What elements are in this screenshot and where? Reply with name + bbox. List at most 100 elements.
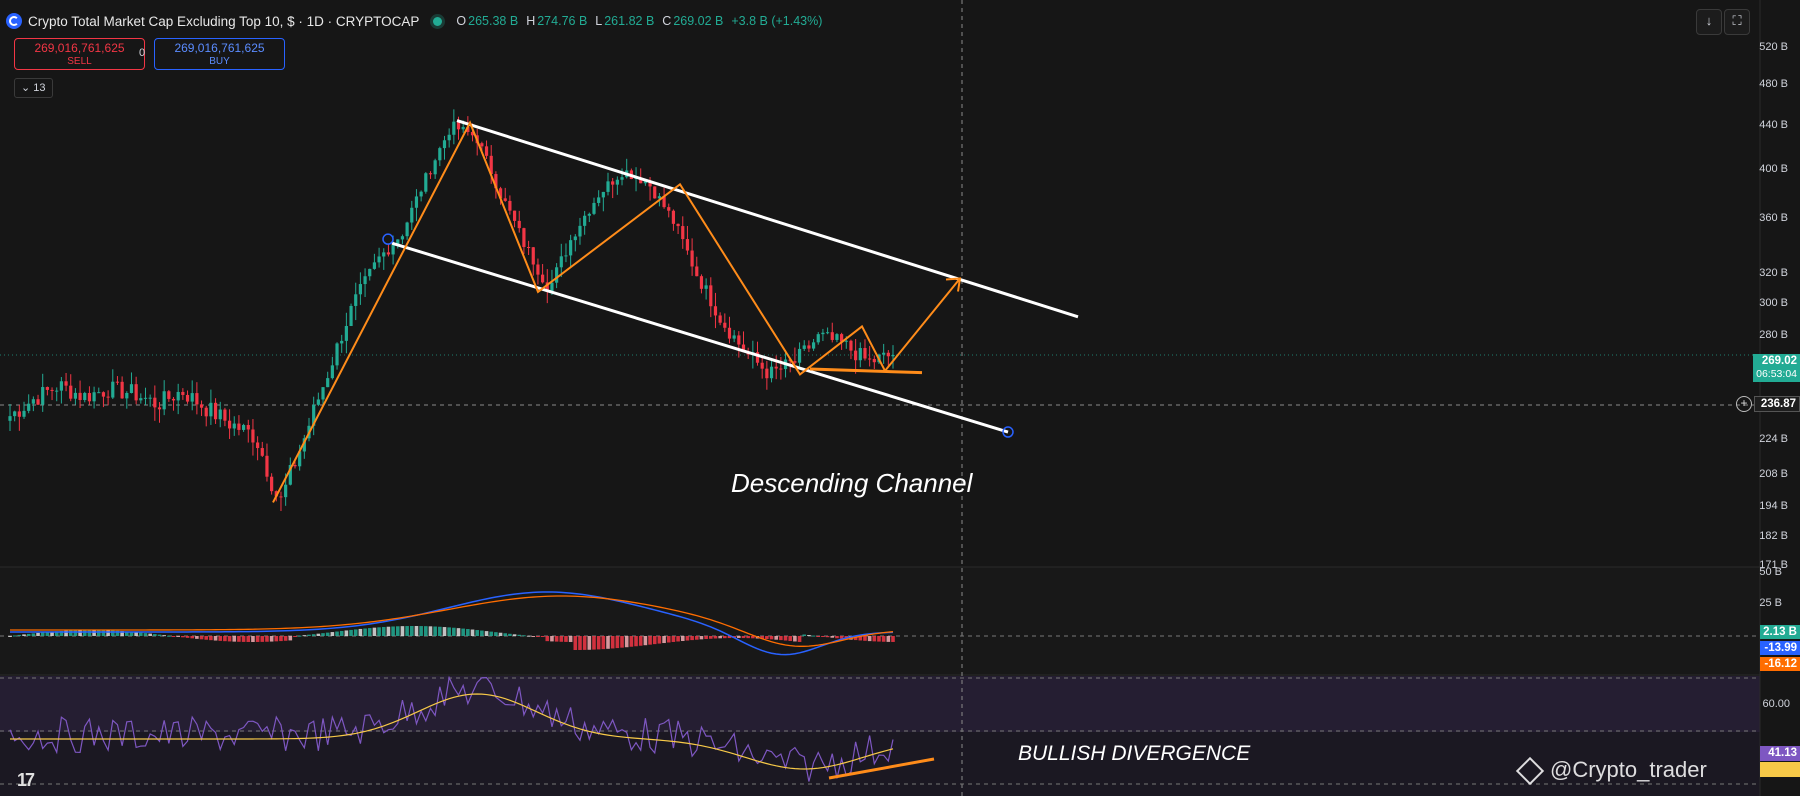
add-alert-plus-icon[interactable]: + — [1736, 396, 1752, 412]
candle-body — [274, 491, 278, 497]
macd-histogram-bar — [685, 636, 690, 641]
macd-histogram-bar — [610, 636, 615, 649]
macd-histogram-bar — [391, 626, 395, 636]
macd-histogram-bar — [148, 633, 152, 636]
macd-histogram-bar — [830, 636, 835, 638]
macd-histogram-bar — [237, 636, 241, 642]
ohlc-low: L 261.82 B — [595, 14, 655, 28]
symbol-title[interactable]: Crypto Total Market Cap Excluding Top 10… — [28, 13, 420, 29]
candle-body — [241, 425, 246, 430]
candle-body — [382, 252, 386, 257]
candle-body — [681, 226, 685, 240]
candle-body — [17, 411, 21, 417]
macd-histogram-bar — [162, 635, 166, 637]
macd-histogram-bar — [872, 636, 877, 642]
macd-histogram-bar — [503, 633, 508, 636]
macd-axis-label-50: 50 B — [1759, 566, 1782, 578]
macd-histogram-bar — [615, 636, 620, 649]
price-axis-label: 171 B — [1759, 559, 1788, 571]
candle-body — [559, 256, 563, 268]
rsi-ma-line — [10, 693, 894, 770]
macd-histogram-bar — [863, 636, 867, 641]
candle-body — [573, 236, 577, 241]
macd-histogram-bar — [877, 636, 881, 642]
macd-histogram-bar — [386, 626, 391, 636]
candle-body — [620, 177, 624, 180]
fullscreen-button[interactable]: ⛶ — [1724, 9, 1750, 35]
candle-body — [442, 140, 447, 149]
candle-body — [55, 390, 59, 392]
macd-histogram-bar — [409, 626, 414, 636]
macd-histogram-bar — [545, 636, 550, 642]
macd-histogram-bar — [279, 636, 283, 642]
last-price-value: 269.02 — [1761, 354, 1797, 367]
candle-body — [498, 188, 503, 199]
price-axis-label: 520 B — [1759, 41, 1788, 53]
candle-body — [657, 196, 662, 199]
macd-histogram-bar — [662, 636, 666, 644]
candle-body — [134, 384, 138, 401]
price-axis-label: 182 B — [1759, 529, 1788, 542]
candle-body — [50, 389, 54, 391]
macd-histogram-bar — [232, 636, 237, 642]
candle-body — [410, 207, 414, 223]
binance-logo-icon — [1515, 757, 1545, 786]
macd-histogram-bar — [358, 628, 363, 636]
macd-histogram-bar — [788, 636, 793, 641]
macd-histogram-bar — [120, 631, 124, 636]
tradingview-logo-icon[interactable]: 17 — [17, 770, 35, 790]
candle-body — [484, 146, 489, 156]
macd-histogram-bar — [339, 630, 344, 636]
download-button[interactable]: ↓ — [1696, 9, 1722, 35]
candle-body — [251, 429, 255, 443]
macd-histogram-bar — [470, 629, 475, 636]
candle-body — [232, 423, 236, 429]
macd-histogram-bar — [666, 636, 671, 643]
candle-body — [713, 306, 718, 316]
sell-button[interactable]: 269,016,761,625 SELL — [14, 38, 145, 70]
candle-body — [653, 186, 657, 199]
candle-body — [237, 423, 241, 430]
macd-histogram-bar — [774, 636, 779, 640]
macd-histogram-bar — [573, 636, 578, 650]
candle-body — [461, 126, 465, 130]
price-axis-label: 360 B — [1759, 212, 1788, 225]
macd-histogram-bar — [367, 628, 372, 636]
macd-histogram-bar — [680, 636, 685, 641]
candle-body — [526, 246, 531, 248]
candle-body — [583, 215, 587, 226]
macd-histogram-bar — [671, 636, 676, 642]
candle-body — [31, 399, 35, 404]
macd-histogram-bar — [634, 636, 638, 647]
macd-histogram-bar — [779, 636, 783, 641]
macd-histogram-bar — [185, 636, 190, 638]
candle-body — [129, 384, 134, 394]
macd-histogram-bar — [269, 636, 274, 642]
macd-histogram-bar — [587, 636, 592, 650]
rsi-band — [0, 676, 1760, 732]
macd-histogram-bar — [452, 627, 456, 636]
indicators-collapse-button[interactable]: ⌄ 13 — [14, 78, 53, 98]
candle-body — [185, 394, 190, 402]
candle-body — [769, 366, 774, 379]
candle-body — [858, 348, 862, 361]
ohlc-change: +3.8 B (+1.43%) — [731, 14, 823, 28]
candle-body — [153, 397, 157, 408]
macd-histogram-bar — [106, 630, 110, 636]
crosshair-price-label: 236.87 — [1754, 396, 1800, 412]
market-status-icon[interactable] — [433, 16, 443, 26]
candle-body — [414, 196, 419, 208]
candle-body — [176, 391, 180, 401]
macd-histogram-bar — [297, 635, 302, 637]
macd-histogram-bar — [26, 633, 31, 636]
candle-body — [597, 197, 601, 203]
divergence-line — [828, 757, 935, 780]
buy-button[interactable]: 269,016,761,625 BUY — [154, 38, 285, 70]
candle-body — [727, 327, 732, 339]
macd-histogram-bar — [540, 636, 545, 637]
candle-body — [157, 407, 162, 410]
candle-body — [695, 266, 699, 277]
bullish-divergence-label: BULLISH DIVERGENCE — [1018, 742, 1251, 765]
